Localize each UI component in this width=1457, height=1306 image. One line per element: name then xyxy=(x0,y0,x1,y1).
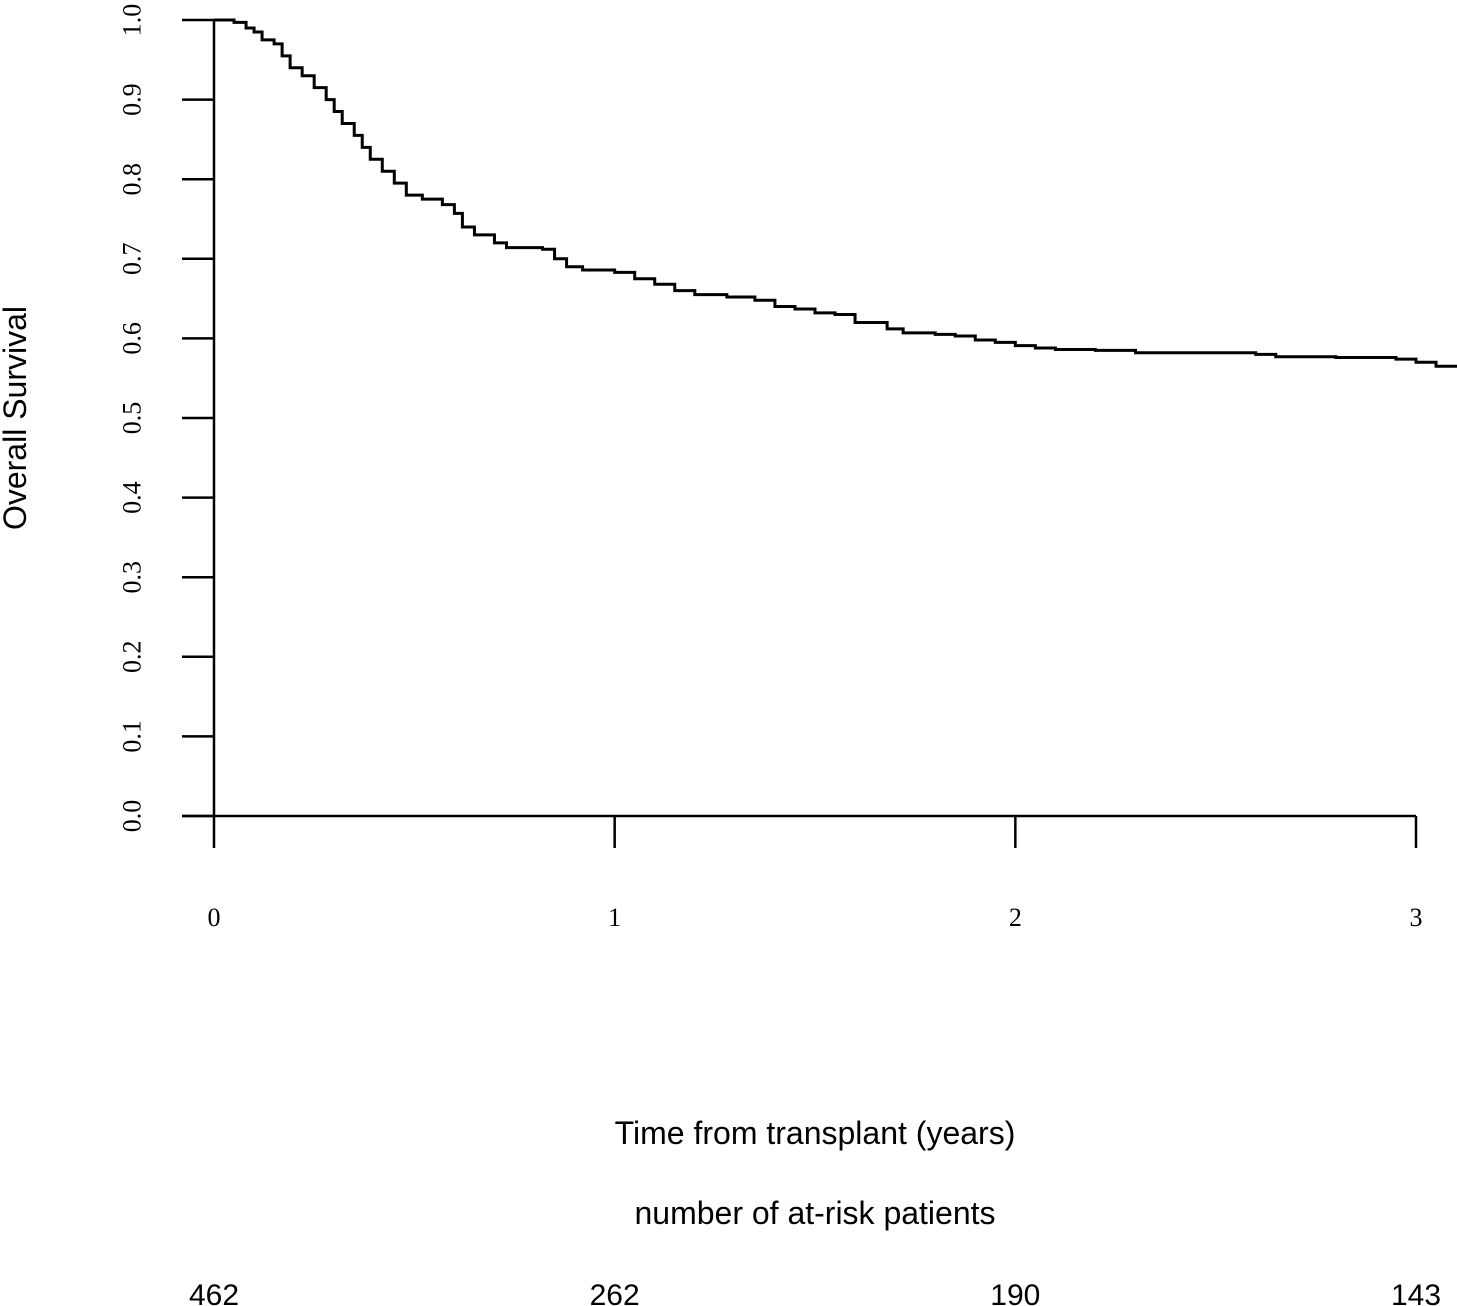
at-risk-count: 143 xyxy=(1391,1279,1441,1306)
y-tick-label: 0.6 xyxy=(118,322,147,355)
x-axis-label: Time from transplant (years) xyxy=(615,1115,1016,1151)
y-tick-label: 0.9 xyxy=(118,83,147,116)
x-tick-label: 1 xyxy=(608,903,621,932)
y-tick-label: 0.5 xyxy=(118,402,147,435)
x-tick-label: 3 xyxy=(1410,903,1423,932)
at-risk-count: 262 xyxy=(590,1279,640,1306)
y-tick-label: 0.3 xyxy=(118,561,147,594)
y-axis: 0.0 0.1 0.2 0.3 0.4 0.5 0.6 0.7 0.8 0.9 1.0 xyxy=(118,4,216,833)
at-risk-count: 462 xyxy=(189,1279,239,1306)
y-tick-label: 0.2 xyxy=(118,641,147,674)
at-risk-count: 190 xyxy=(990,1279,1040,1306)
y-tick-label: 0.8 xyxy=(118,163,147,196)
y-axis-label: Overall Survival xyxy=(0,306,33,530)
y-tick-label: 0.0 xyxy=(118,800,147,833)
at-risk-counts: 462 262 190 143 xyxy=(189,1279,1441,1306)
x-tick-label: 2 xyxy=(1009,903,1022,932)
y-tick-label: 0.7 xyxy=(118,243,147,276)
x-tick-label: 0 xyxy=(208,903,221,932)
at-risk-title: number of at-risk patients xyxy=(634,1195,995,1231)
x-axis: 0 1 2 3 xyxy=(182,814,1423,932)
y-tick-label: 0.4 xyxy=(118,481,147,513)
y-tick-label: 0.1 xyxy=(118,720,147,753)
survival-curve xyxy=(214,18,1457,368)
y-tick-label: 1.0 xyxy=(118,4,147,37)
